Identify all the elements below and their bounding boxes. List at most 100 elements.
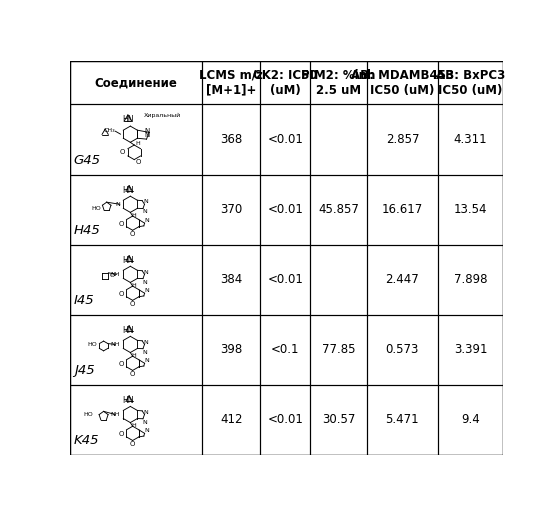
Text: HO: HO [83,412,93,417]
Bar [367,315,438,385]
Text: O: O [119,291,124,297]
Bar [260,385,310,455]
Text: O: O [135,159,140,165]
Text: HO: HO [92,206,101,211]
Text: AB: MDAMB453
IC50 (uM): AB: MDAMB453 IC50 (uM) [351,69,454,97]
Bar [260,245,310,315]
Bar [70,61,202,104]
Bar [367,385,438,455]
Text: N: N [142,350,147,355]
Text: 3.391: 3.391 [454,343,487,356]
Text: 384: 384 [220,273,243,286]
Bar [367,61,438,104]
Text: N: N [144,410,149,415]
Text: CK2: IC50
(uM): CK2: IC50 (uM) [253,69,318,97]
Bar [202,245,260,315]
Bar [310,385,367,455]
Text: 16.617: 16.617 [382,203,423,216]
Text: K45: K45 [74,434,100,447]
Bar [202,175,260,245]
Bar [438,315,503,385]
Text: O: O [130,301,135,307]
Bar [70,104,202,175]
Text: 398: 398 [220,343,243,356]
Text: O: O [110,273,115,278]
Bar [202,315,260,385]
Text: O: O [120,149,125,155]
Text: N: N [145,128,150,134]
Text: PIM2: %inh
2.5 uM: PIM2: %inh 2.5 uM [301,69,376,97]
Text: NH: NH [110,272,120,277]
Text: 368: 368 [220,133,243,146]
Bar [438,61,503,104]
Text: O: O [119,361,124,367]
Text: O: O [130,231,135,237]
Text: 2.447: 2.447 [386,273,419,286]
Text: 412: 412 [220,413,243,426]
Text: CH₃: CH₃ [103,128,115,133]
Text: Хиральный: Хиральный [144,112,181,118]
Text: O: O [130,371,135,377]
Bar [310,245,367,315]
Text: Соединение: Соединение [94,76,177,89]
Text: N: N [142,280,147,285]
Bar [260,61,310,104]
Text: AB: BxPC3
IC50 (uM): AB: BxPC3 IC50 (uM) [436,69,505,97]
Text: HO: HO [87,342,97,347]
Text: 2.857: 2.857 [386,133,419,146]
Bar [202,104,260,175]
Text: N: N [144,340,149,344]
Bar [70,385,202,455]
Bar [367,104,438,175]
Text: N: N [142,420,147,425]
Bar [310,61,367,104]
Text: HN: HN [122,115,134,124]
Text: HN: HN [122,396,134,405]
Text: O: O [119,431,124,437]
Bar [70,175,202,245]
Text: N: N [145,132,150,138]
Text: <0.01: <0.01 [267,133,304,146]
Text: G45: G45 [74,154,101,167]
Bar [260,315,310,385]
Text: HN: HN [122,256,134,265]
Text: N: N [145,428,149,433]
Bar [438,245,503,315]
Text: <0.01: <0.01 [267,413,304,426]
Text: 5.471: 5.471 [386,413,419,426]
Text: NH: NH [110,412,120,417]
Text: H: H [135,141,140,146]
Bar [70,245,202,315]
Bar [310,175,367,245]
Bar [202,385,260,455]
Bar [438,104,503,175]
Text: <0.1: <0.1 [271,343,300,356]
Text: N: N [145,358,149,363]
Text: 370: 370 [220,203,243,216]
Bar [438,175,503,245]
Bar [202,61,260,104]
Text: N: N [145,288,149,293]
Bar [367,175,438,245]
Bar [438,385,503,455]
Text: J45: J45 [74,364,94,377]
Bar [260,175,310,245]
Text: 45.857: 45.857 [318,203,359,216]
Text: 13.54: 13.54 [454,203,487,216]
Text: N: N [144,199,149,204]
Text: O: O [119,221,124,227]
Text: H: H [131,283,136,288]
Text: N: N [144,270,149,274]
Text: 77.85: 77.85 [322,343,355,356]
Text: H45: H45 [74,224,101,237]
Text: <0.01: <0.01 [267,203,304,216]
Text: N: N [142,210,147,215]
Text: I45: I45 [74,294,94,307]
Bar [260,104,310,175]
Bar [310,104,367,175]
Bar [310,315,367,385]
Text: NH: NH [110,342,120,347]
Text: O: O [130,442,135,447]
Text: HN: HN [122,326,134,335]
Text: 4.311: 4.311 [454,133,487,146]
